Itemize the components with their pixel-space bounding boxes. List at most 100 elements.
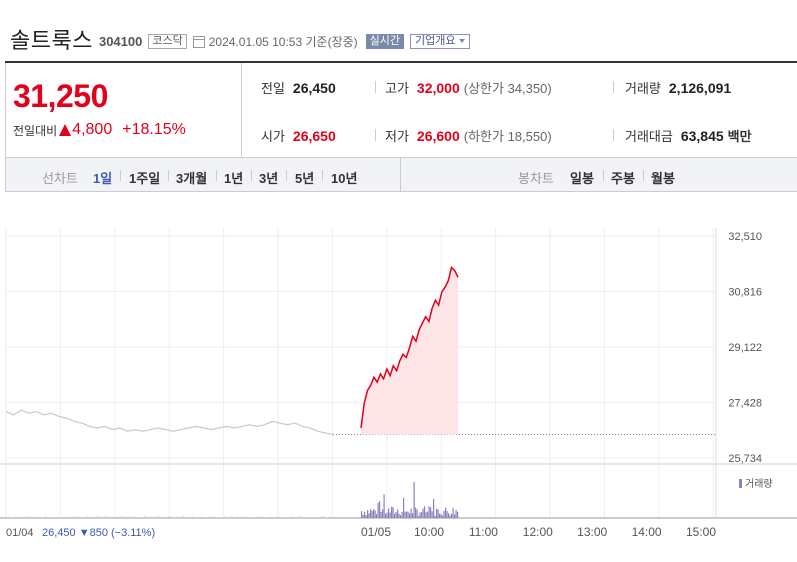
volume-bar: [421, 512, 423, 518]
prev-volume-bar: [288, 517, 289, 518]
volume-bar: [433, 499, 435, 518]
prev-volume-bar: [198, 517, 199, 518]
prev-volume-bar: [258, 516, 259, 518]
price-chart-svg: 32,510 30,816 29,122 27,428 25,734 거래량 01/04 26…: [0, 228, 797, 539]
tab-10y[interactable]: 10년: [331, 171, 358, 186]
prev-volume-bar: [156, 516, 157, 518]
prev-volume-bar: [282, 517, 283, 518]
prev-volume-bar: [18, 516, 19, 518]
high-stat: 고가 32,000 (상한가 34,350): [385, 78, 552, 97]
high-label: 고가: [385, 81, 409, 96]
prev-volume-bar: [309, 517, 310, 518]
tab-3y[interactable]: 3년: [259, 171, 279, 186]
prev-volume-bar: [162, 516, 163, 518]
volume-bar: [413, 481, 415, 518]
prev-volume-bar: [330, 516, 331, 518]
prev-volume-bar: [27, 516, 28, 518]
prev-volume-bar: [312, 516, 313, 518]
prev-volume-bar: [111, 516, 112, 518]
calendar-icon: [192, 35, 205, 48]
divider: [322, 170, 323, 181]
volume-bar: [391, 506, 393, 518]
volume-bar: [448, 513, 450, 518]
prev-volume-bar: [303, 517, 304, 518]
x-tick-label: 15:00: [686, 525, 716, 539]
x-tick-label: 11:00: [469, 525, 498, 539]
divider: [613, 129, 614, 141]
prev-volume-bar: [291, 516, 292, 518]
volume-bar: [398, 513, 400, 518]
volume-bar: [377, 502, 379, 518]
change-amount: 4,800: [72, 121, 113, 138]
price-chart[interactable]: 32,510 30,816 29,122 27,428 25,734 거래량 01/04 26…: [0, 192, 797, 557]
change-percent: +18.15%: [122, 121, 186, 138]
prev-day-close: 26,450 ▼850 (−3.11%): [42, 527, 155, 539]
prev-volume-bar: [150, 516, 151, 518]
tab-1d[interactable]: 1일: [93, 171, 113, 186]
volume-label: 거래량: [625, 81, 661, 96]
volume-legend-label: 거래량: [745, 478, 773, 490]
volume-bar: [415, 507, 417, 518]
volume-stat: 거래량 2,126,091: [625, 78, 731, 97]
prev-volume-bar: [81, 516, 82, 518]
volume-bar: [439, 513, 441, 518]
candle-chart-label: 봉차트: [518, 171, 554, 186]
prev-volume-bar: [48, 517, 49, 518]
volume-bar: [418, 515, 420, 518]
prev-volume-bar: [132, 516, 133, 518]
tab-5y[interactable]: 5년: [295, 171, 315, 186]
volume-bar: [404, 511, 406, 518]
prev-volume-bar: [51, 517, 52, 518]
prev-volume-bar: [171, 516, 172, 518]
y-tick-label: 32,510: [728, 231, 762, 243]
tab-1w[interactable]: 1주일: [129, 171, 161, 186]
tab-daily[interactable]: 일봉: [570, 171, 594, 186]
prev-volume-bar: [219, 516, 220, 518]
price-change: 전일대비 4,800 +18.15%: [13, 121, 186, 139]
prev-volume-bar: [15, 516, 16, 518]
tab-weekly[interactable]: 주봉: [611, 171, 635, 186]
price-summary: 31,250 전일대비 4,800 +18.15% 전일 26,450 고가 3…: [5, 61, 797, 158]
volume-bar: [371, 511, 373, 518]
y-tick-label: 29,122: [728, 342, 762, 354]
volume-bar: [455, 509, 457, 518]
volume-bar: [403, 497, 405, 518]
volume-bar: [361, 511, 363, 518]
prev-volume-bar: [141, 517, 142, 518]
prev-volume-bar: [183, 516, 184, 518]
prev-volume-bar: [255, 516, 256, 518]
volume-bar: [445, 507, 447, 518]
prev-volume-bar: [168, 516, 169, 518]
prev-volume-bar: [24, 517, 25, 518]
chevron-down-icon: [458, 38, 465, 43]
tab-3m[interactable]: 3개월: [176, 171, 208, 186]
tab-1y[interactable]: 1년: [224, 171, 244, 186]
prev-close-stat: 전일 26,450: [261, 78, 336, 97]
company-name: 솔트룩스: [10, 28, 93, 53]
market-badge: 코스닥: [148, 33, 187, 49]
prev-volume-bar: [174, 517, 175, 518]
volume-bar: [431, 511, 433, 518]
trade-value-stat: 거래대금 63,845 백만: [625, 126, 752, 145]
prev-volume-bar: [270, 516, 271, 518]
volume-bar: [454, 514, 456, 518]
realtime-button[interactable]: 실시간: [365, 33, 405, 49]
volume-bar: [442, 515, 444, 518]
trade-value: 63,845: [680, 128, 724, 144]
company-info-label: 기업개요: [415, 34, 456, 47]
company-info-dropdown[interactable]: 기업개요: [410, 33, 470, 49]
volume-bar: [419, 512, 421, 518]
prev-volume-bar: [69, 516, 70, 518]
prev-volume-bar: [84, 517, 85, 518]
divider: [286, 170, 287, 181]
prev-volume-bar: [240, 516, 241, 518]
prev-volume-bar: [192, 516, 193, 518]
tab-monthly[interactable]: 월봉: [651, 171, 675, 186]
prev-volume-bar: [213, 516, 214, 518]
prev-volume-bar: [96, 516, 97, 518]
prev-volume-bar: [54, 517, 55, 518]
prev-volume-bar: [222, 517, 223, 518]
change-label: 전일대비: [13, 123, 58, 138]
prev-volume-bar: [285, 517, 286, 518]
high-value: 32,000: [416, 80, 460, 96]
